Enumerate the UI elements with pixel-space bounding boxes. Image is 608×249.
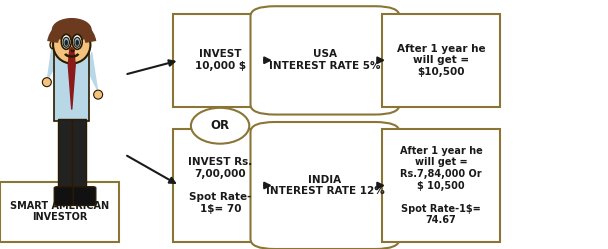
FancyBboxPatch shape (382, 129, 500, 242)
Ellipse shape (64, 40, 68, 46)
FancyBboxPatch shape (250, 122, 399, 249)
FancyBboxPatch shape (74, 187, 96, 205)
FancyBboxPatch shape (58, 119, 72, 190)
Ellipse shape (75, 40, 79, 46)
Text: INDIA
INTEREST RATE 12%: INDIA INTEREST RATE 12% (266, 175, 384, 196)
Text: OR: OR (210, 119, 230, 132)
Text: After 1 year he
will get =
Rs.7,84,000 Or
$ 10,500

Spot Rate-1$=
74.67: After 1 year he will get = Rs.7,84,000 O… (399, 146, 483, 225)
FancyBboxPatch shape (173, 14, 268, 107)
Ellipse shape (63, 37, 69, 47)
Ellipse shape (72, 34, 82, 49)
FancyBboxPatch shape (250, 6, 399, 115)
Text: INVEST Rs.
7,00,000

Spot Rate-
1$= 70: INVEST Rs. 7,00,000 Spot Rate- 1$= 70 (188, 157, 252, 214)
Polygon shape (68, 47, 75, 110)
Polygon shape (47, 45, 56, 80)
FancyBboxPatch shape (173, 129, 268, 242)
Ellipse shape (74, 37, 80, 47)
FancyBboxPatch shape (54, 187, 77, 205)
Text: INVEST
10,000 $: INVEST 10,000 $ (195, 50, 246, 71)
Ellipse shape (43, 78, 51, 87)
Ellipse shape (61, 34, 71, 49)
FancyBboxPatch shape (0, 182, 119, 242)
Text: USA
INTEREST RATE 5%: USA INTEREST RATE 5% (269, 50, 381, 71)
Ellipse shape (53, 26, 91, 63)
FancyBboxPatch shape (72, 119, 86, 190)
Text: After 1 year he
will get =
$10,500: After 1 year he will get = $10,500 (397, 44, 485, 77)
Ellipse shape (94, 90, 103, 99)
FancyBboxPatch shape (382, 14, 500, 107)
Polygon shape (88, 52, 97, 90)
Ellipse shape (52, 19, 91, 41)
Ellipse shape (191, 108, 249, 144)
Text: SMART AMERICAN
INVESTOR: SMART AMERICAN INVESTOR (10, 201, 109, 222)
Ellipse shape (50, 41, 55, 49)
FancyBboxPatch shape (54, 44, 89, 121)
